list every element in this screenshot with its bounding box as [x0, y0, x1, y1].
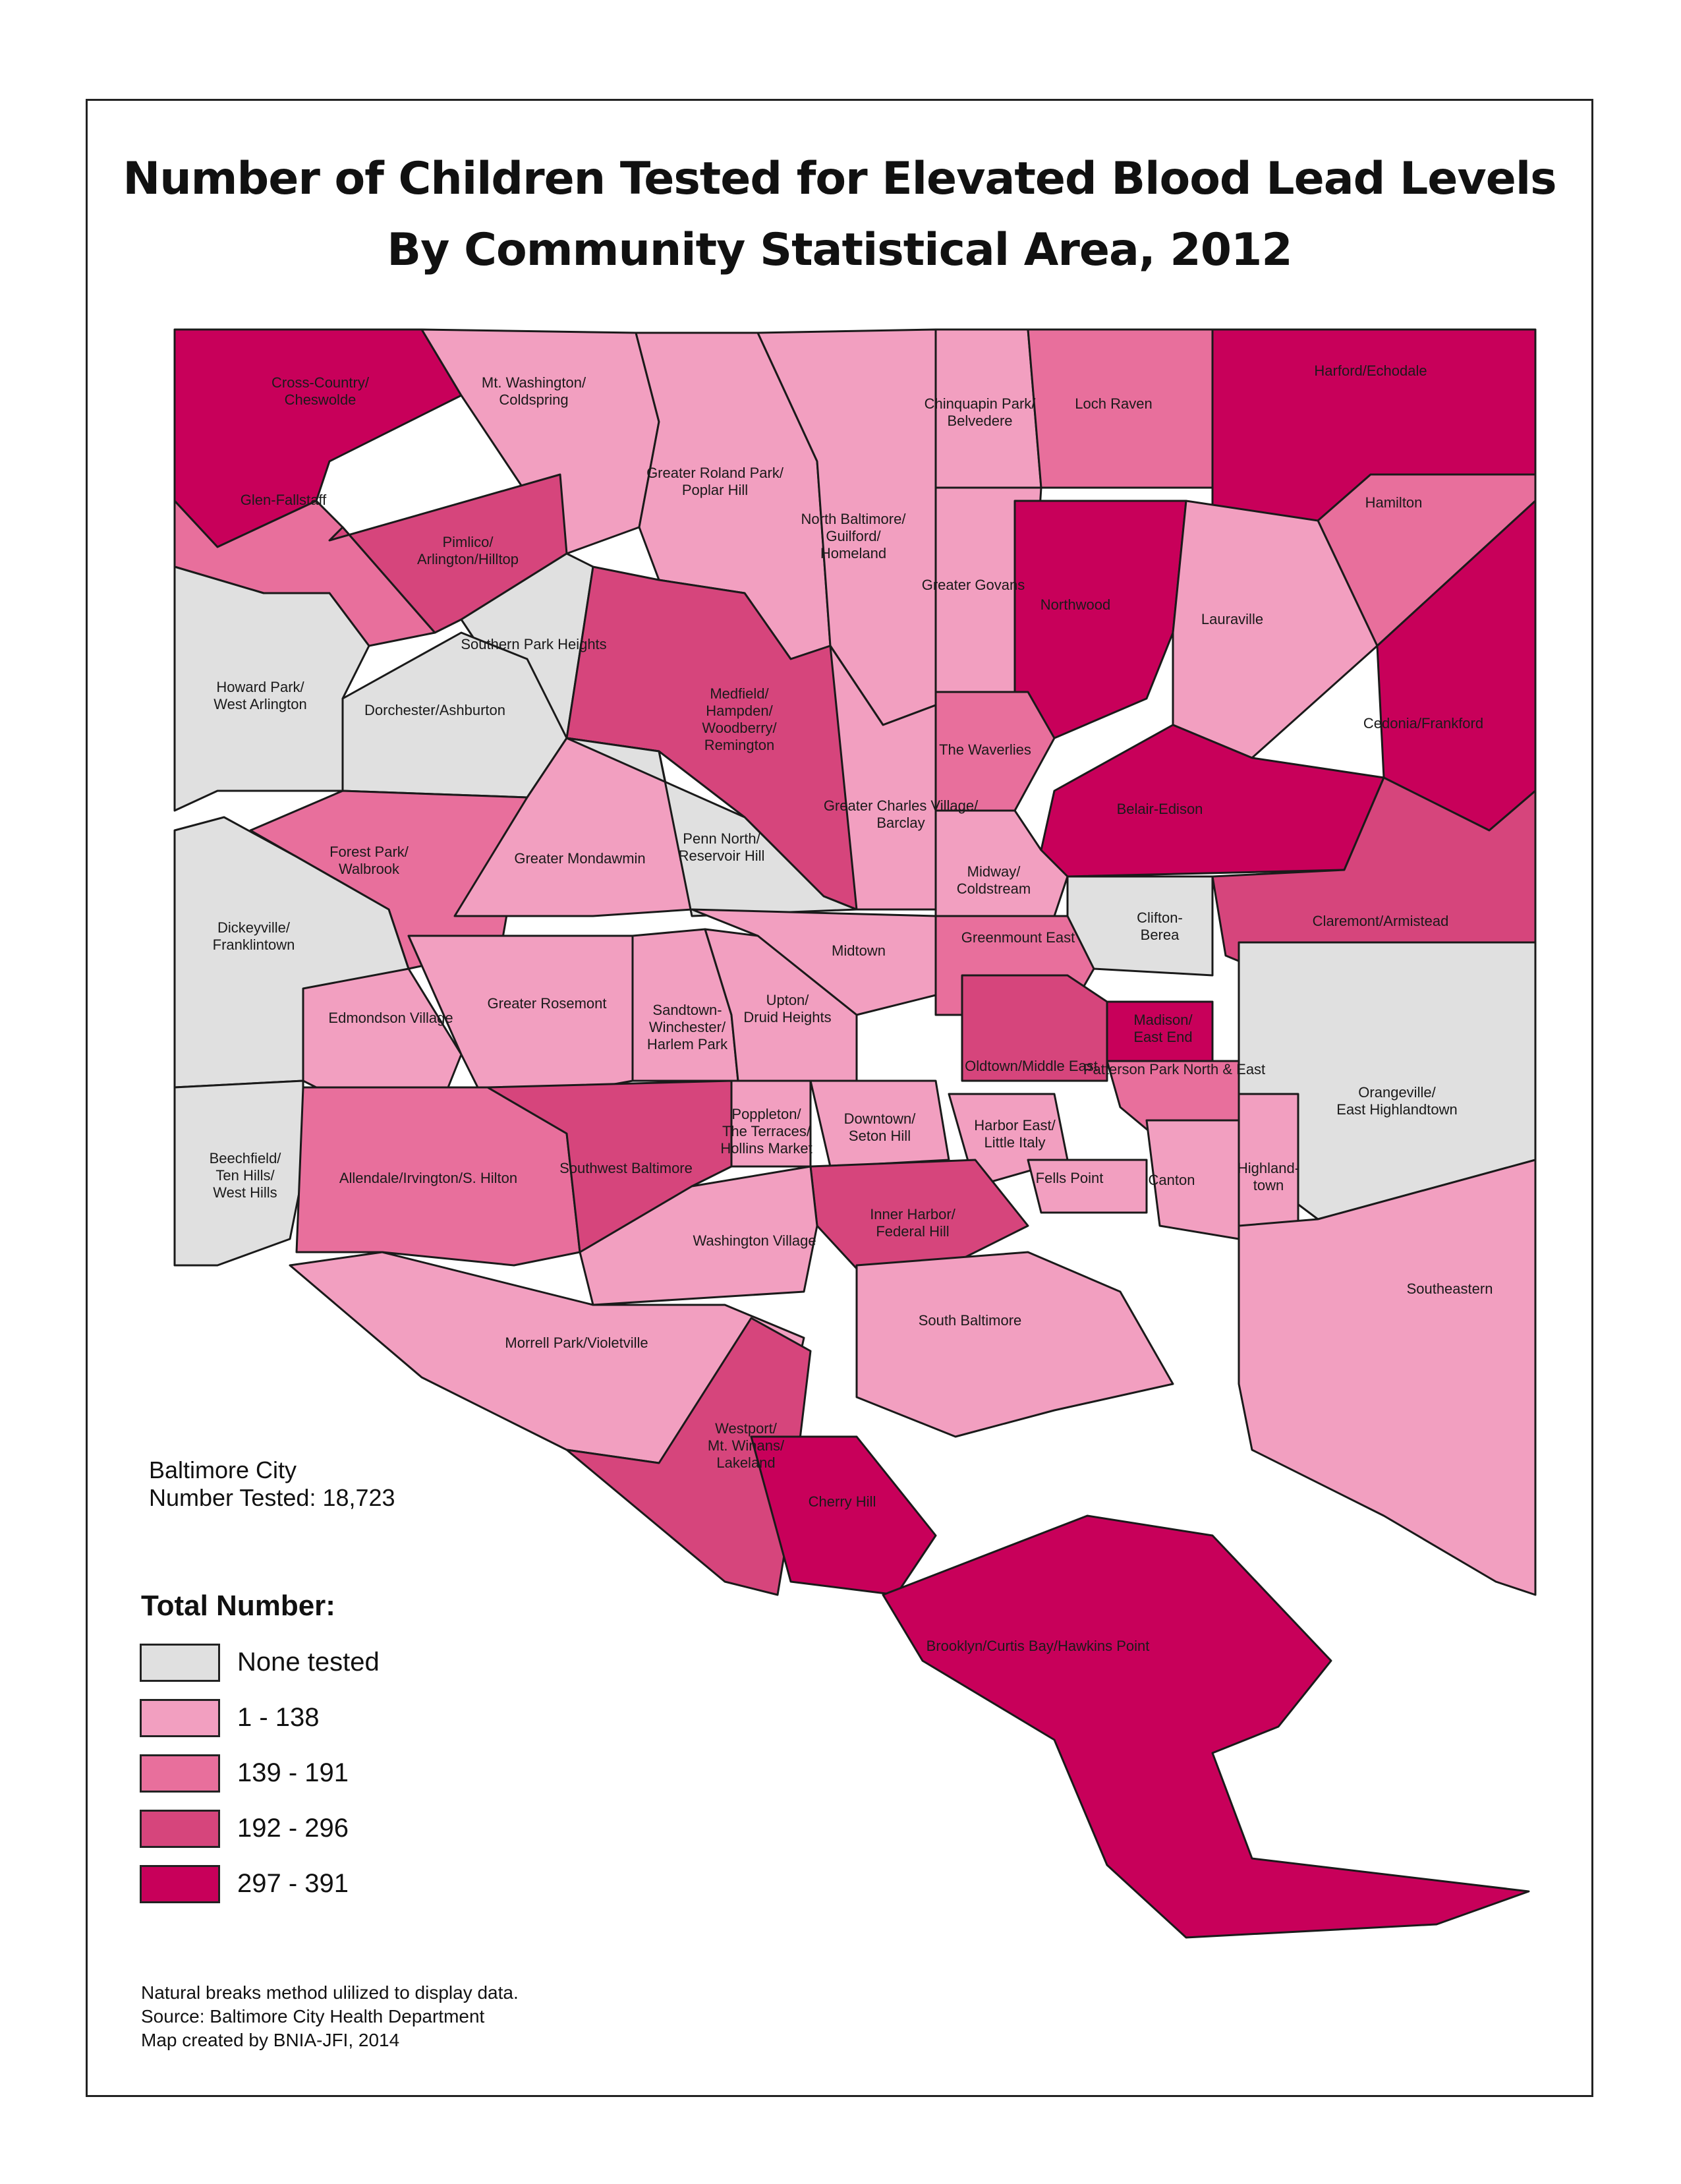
csa-label: Fells Point: [1036, 1170, 1104, 1186]
csa-label: Downtown/Seton Hill: [844, 1110, 917, 1144]
csa-polygons: [173, 328, 1537, 1939]
note-source: Source: Baltimore City Health Department: [141, 2006, 485, 2026]
csa-labels: Cross-Country/Cheswolde Mt. Washington/Co…: [210, 362, 1493, 1654]
legend-item-class-4: 297 - 391: [140, 1865, 535, 1907]
legend-item-class-2: 139 - 191: [140, 1754, 535, 1796]
legend-label: 192 - 296: [237, 1814, 349, 1843]
csa-label: Greater Roland Park/Poplar Hill: [646, 465, 784, 498]
csa-label: Mt. Washington/Coldspring: [482, 374, 586, 408]
legend-label: 139 - 191: [237, 1758, 349, 1787]
csa-label: Hamilton: [1365, 494, 1423, 511]
csa-label: Beechfield/Ten Hills/West Hills: [210, 1150, 282, 1201]
legend-item-class-1: 1 - 138: [140, 1699, 535, 1741]
csa-label: Claremont/Armistead: [1313, 913, 1449, 929]
csa-label: Oldtown/Middle East: [965, 1058, 1098, 1074]
csa-area: [882, 1514, 1530, 1939]
csa-label: Cross-Country/Cheswolde: [271, 374, 370, 408]
map-frame: [86, 99, 1593, 2097]
legend-label: 1 - 138: [237, 1703, 320, 1732]
legend-item-class-3: 192 - 296: [140, 1810, 535, 1852]
legend-swatch: [140, 1699, 220, 1737]
csa-label: Inner Harbor/Federal Hill: [870, 1206, 956, 1240]
csa-label: Greater Charles Village/Barclay: [824, 797, 979, 831]
csa-label: Sandtown-Winchester/Harlem Park: [647, 1002, 728, 1052]
csa-label: Clifton-Berea: [1137, 909, 1183, 943]
csa-area: [829, 645, 937, 911]
csa-area: [1013, 500, 1187, 739]
legend-swatch: [140, 1810, 220, 1848]
csa-label: Westport/Mt. Winans/Lakeland: [708, 1420, 785, 1471]
csa-label: Dickeyville/Franklintown: [213, 919, 295, 953]
csa-label: Patterson Park North & East: [1083, 1061, 1265, 1078]
csa-area: [565, 1317, 812, 1596]
note-credit: Map created by BNIA-JFI, 2014: [141, 2030, 400, 2050]
csa-area: [1238, 1159, 1537, 1596]
city-name: Baltimore City: [149, 1456, 297, 1483]
csa-label: Edmondson Village: [328, 1010, 453, 1026]
csa-label: Washington Village: [693, 1232, 816, 1249]
csa-label: Glen-Fallstaff: [241, 492, 327, 508]
csa-label: Poppleton/The Terraces/Hollins Market: [720, 1106, 812, 1157]
note-method: Natural breaks method ulilized to displa…: [141, 1982, 519, 2003]
map-title-line2: By Community Statistical Area, 2012: [387, 224, 1292, 276]
legend-title: Total Number:: [141, 1590, 335, 1622]
csa-area: [809, 1079, 950, 1168]
csa-area: [173, 1079, 304, 1267]
csa-area: [1027, 1159, 1148, 1214]
csa-label: Belair-Edison: [1117, 801, 1203, 817]
legend-swatch: [140, 1754, 220, 1793]
legend-swatch: [140, 1865, 220, 1903]
csa-label: South Baltimore: [919, 1312, 1022, 1329]
csa-label: Dorchester/Ashburton: [364, 702, 505, 718]
csa-area: [750, 1435, 937, 1596]
csa-label: Southern Park Heights: [461, 636, 606, 652]
csa-label: Loch Raven: [1075, 395, 1152, 412]
csa-label: Midtown: [832, 942, 886, 959]
csa-label: Penn North/Reservoir Hill: [679, 830, 765, 864]
csa-label: Chinquapin Park/Belvedere: [925, 395, 1037, 429]
csa-label: Midway/Coldstream: [957, 863, 1031, 897]
legend-item-none: None tested: [140, 1644, 535, 1686]
csa-label: Cedonia/Frankford: [1363, 715, 1483, 732]
csa-label: Howard Park/West Arlington: [214, 679, 306, 712]
csa-label: Highland-town: [1238, 1160, 1299, 1193]
csa-label: Cherry Hill: [809, 1493, 876, 1510]
csa-label: Northwood: [1040, 596, 1110, 613]
csa-label: Upton/Druid Heights: [743, 992, 831, 1025]
csa-area: [565, 737, 858, 917]
csa-label: Greenmount East: [961, 929, 1075, 946]
number-tested: Number Tested: 18,723: [149, 1484, 395, 1511]
csa-label: Medfield/Hampden/Woodberry/Remington: [702, 685, 777, 753]
csa-label: Canton: [1149, 1172, 1195, 1188]
csa-label: Morrell Park/Violetville: [505, 1335, 648, 1351]
csa-label: Lauraville: [1201, 611, 1263, 627]
csa-label: North Baltimore/Guilford/Homeland: [801, 511, 907, 561]
csa-label: Harbor East/Little Italy: [974, 1117, 1056, 1151]
csa-label: Southwest Baltimore: [559, 1160, 693, 1176]
legend-swatch: [140, 1644, 220, 1682]
csa-area: [961, 974, 1108, 1082]
csa-label: Southeastern: [1407, 1280, 1493, 1297]
csa-area: [1040, 724, 1385, 878]
csa-label: Greater Govans: [922, 577, 1025, 593]
csa-area: [855, 1251, 1174, 1438]
legend-label: 297 - 391: [237, 1869, 349, 1898]
csa-label: Greater Rosemont: [488, 995, 607, 1012]
csa-label: Forest Park/Walbrook: [329, 844, 409, 877]
csa-label: Brooklyn/Curtis Bay/Hawkins Point: [926, 1638, 1150, 1654]
csa-label: Madison/East End: [1133, 1012, 1193, 1045]
csa-label: Pimlico/Arlington/Hilltop: [417, 534, 519, 567]
csa-label: Orangeville/East Highlandtown: [1336, 1084, 1457, 1118]
legend-label: None tested: [237, 1648, 380, 1677]
csa-label: The Waverlies: [939, 741, 1031, 758]
map-title-line1: Number of Children Tested for Elevated B…: [123, 153, 1556, 205]
csa-label: Greater Mondawmin: [514, 850, 645, 867]
csa-label: Allendale/Irvington/S. Hilton: [339, 1170, 517, 1186]
csa-area: [691, 908, 937, 1016]
csa-label: Harford/Echodale: [1314, 362, 1427, 379]
